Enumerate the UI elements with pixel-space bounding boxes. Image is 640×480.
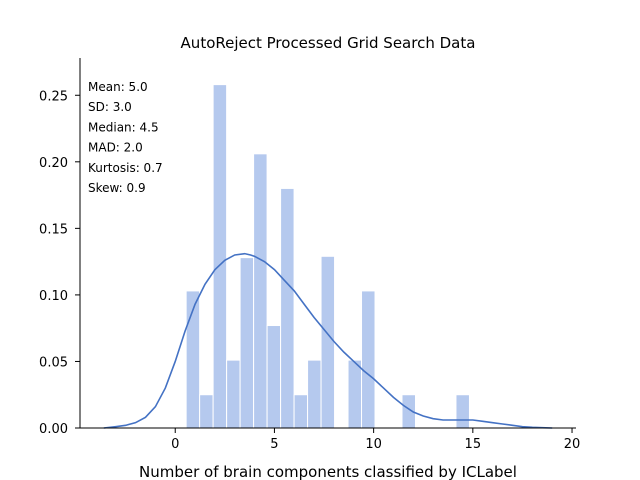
stats-line: Mean: 5.0 (88, 80, 148, 94)
chart-title: AutoReject Processed Grid Search Data (181, 34, 476, 52)
stats-box: Mean: 5.0 SD: 3.0 Median: 4.5 MAD: 2.0 Kurto… (88, 80, 163, 195)
histogram-bar (253, 153, 268, 429)
histogram-bar (307, 359, 322, 429)
stats-line: Kurtosis: 0.7 (88, 161, 163, 175)
stats-line: Median: 4.5 (88, 120, 159, 134)
histogram-bar (293, 394, 309, 429)
histogram-bars (185, 84, 470, 429)
x-tick-label: 10 (365, 437, 382, 452)
x-tick-label: 5 (270, 437, 278, 452)
y-axis-ticks: 0.00 0.05 0.10 0.15 0.20 0.25 (39, 89, 80, 437)
histogram-bar (266, 325, 282, 429)
y-tick-label: 0.05 (39, 355, 68, 370)
x-tick-label: 20 (564, 437, 581, 452)
histogram-bar (199, 394, 214, 429)
y-tick-label: 0.25 (39, 89, 68, 104)
histogram-bar (212, 84, 228, 429)
histogram-bar (361, 290, 376, 429)
histogram-bar (239, 257, 255, 429)
kde-curve (103, 252, 553, 429)
histogram-bar (347, 359, 363, 429)
y-tick-label: 0.00 (39, 422, 68, 437)
x-tick-label: 0 (171, 437, 179, 452)
histogram-bar (226, 359, 241, 429)
y-tick-label: 0.10 (39, 289, 68, 304)
histogram-bar (455, 394, 470, 429)
x-axis-ticks: 0 5 10 15 20 (171, 428, 580, 452)
stats-line: SD: 3.0 (88, 100, 132, 114)
histogram-bar (320, 255, 336, 429)
y-tick-label: 0.20 (39, 156, 68, 171)
stats-line: MAD: 2.0 (88, 141, 143, 155)
x-axis-label: Number of brain components classified by… (139, 463, 517, 480)
histogram-bar (280, 187, 295, 429)
stats-line: Skew: 0.9 (88, 181, 146, 195)
x-tick-label: 15 (465, 437, 482, 452)
y-tick-label: 0.15 (39, 222, 68, 237)
